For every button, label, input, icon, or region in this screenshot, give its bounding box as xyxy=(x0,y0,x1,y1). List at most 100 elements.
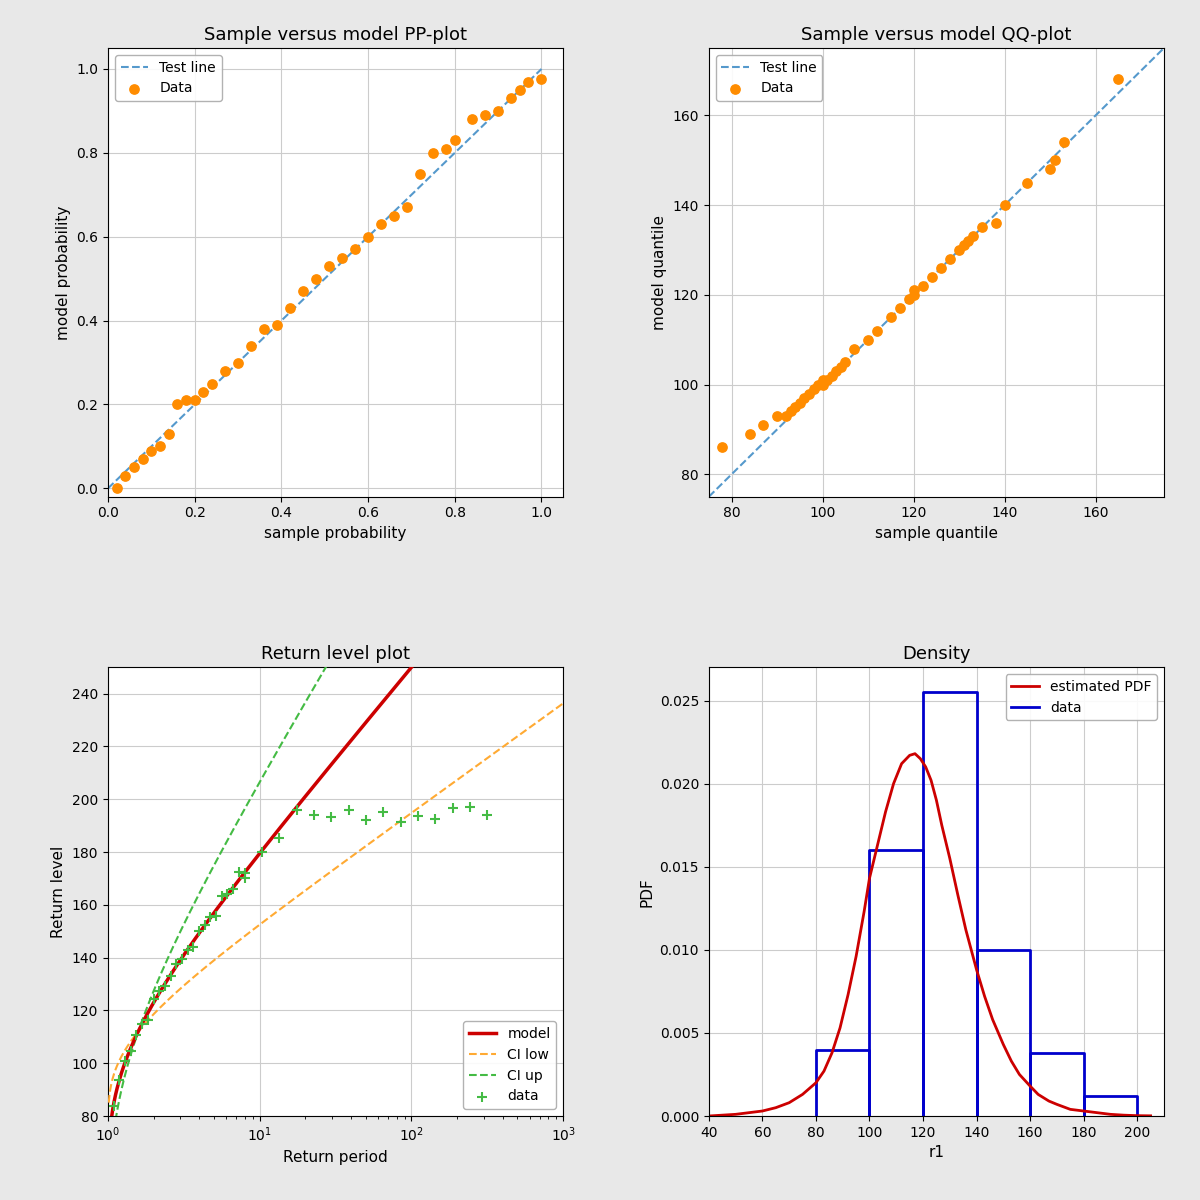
estimated PDF xyxy=(817,1064,832,1079)
estimated PDF xyxy=(978,989,992,1003)
model xyxy=(556,478,570,492)
data xyxy=(391,812,410,832)
Data xyxy=(799,384,818,403)
estimated PDF xyxy=(1004,1054,1019,1068)
Data xyxy=(913,276,932,295)
estimated PDF xyxy=(796,1087,810,1102)
Data xyxy=(809,374,828,394)
Data xyxy=(1109,70,1128,89)
Data xyxy=(133,449,152,468)
Data xyxy=(904,281,923,300)
Data xyxy=(384,206,403,226)
Data xyxy=(168,395,187,414)
Legend: estimated PDF, data: estimated PDF, data xyxy=(1006,674,1157,720)
model xyxy=(370,703,384,718)
estimated PDF xyxy=(833,1021,847,1036)
Data xyxy=(827,361,846,380)
X-axis label: sample probability: sample probability xyxy=(264,526,407,541)
data xyxy=(109,1070,128,1090)
Data xyxy=(822,366,841,385)
estimated PDF xyxy=(782,1096,797,1110)
CI low xyxy=(307,877,322,892)
model xyxy=(404,660,419,674)
Data xyxy=(794,389,814,408)
Data xyxy=(445,131,464,150)
data xyxy=(184,937,203,956)
Data xyxy=(964,227,983,246)
estimated PDF xyxy=(996,1037,1010,1051)
estimated PDF xyxy=(950,888,965,902)
estimated PDF xyxy=(702,1109,716,1123)
Data xyxy=(954,236,973,256)
estimated PDF xyxy=(907,746,922,761)
estimated PDF xyxy=(935,818,949,833)
estimated PDF xyxy=(924,773,938,787)
Line: model: model xyxy=(109,485,563,1150)
Data xyxy=(319,257,338,276)
data xyxy=(200,907,220,926)
estimated PDF xyxy=(1117,1108,1132,1122)
Data xyxy=(268,316,287,335)
Data xyxy=(868,322,887,341)
estimated PDF xyxy=(1042,1094,1056,1109)
estimated PDF xyxy=(878,805,893,820)
Data xyxy=(786,397,805,416)
Data xyxy=(817,371,836,390)
estimated PDF xyxy=(755,1104,769,1118)
Line: estimated PDF: estimated PDF xyxy=(709,754,1151,1116)
X-axis label: sample quantile: sample quantile xyxy=(875,526,998,541)
data xyxy=(461,797,480,816)
data xyxy=(161,966,180,985)
Data xyxy=(510,80,529,100)
Data xyxy=(890,299,910,318)
Data xyxy=(306,269,325,288)
Data xyxy=(972,218,991,238)
estimated PDF xyxy=(848,949,863,964)
Data xyxy=(923,268,942,287)
estimated PDF xyxy=(1144,1109,1158,1123)
Data xyxy=(776,407,796,426)
data xyxy=(132,1014,151,1033)
Y-axis label: model probability: model probability xyxy=(55,205,71,340)
data xyxy=(206,906,226,925)
Data xyxy=(931,258,950,277)
CI up xyxy=(370,574,384,588)
estimated PDF xyxy=(1103,1108,1117,1122)
estimated PDF xyxy=(894,756,908,770)
Data xyxy=(959,232,978,251)
Data xyxy=(532,70,551,89)
estimated PDF xyxy=(1076,1104,1091,1118)
data xyxy=(356,811,376,830)
Title: Sample versus model QQ-plot: Sample versus model QQ-plot xyxy=(802,25,1072,43)
CI up xyxy=(556,258,570,272)
Data xyxy=(437,139,456,158)
estimated PDF xyxy=(824,1045,839,1060)
Data xyxy=(397,198,416,217)
model xyxy=(307,779,322,793)
Data xyxy=(814,374,833,394)
data xyxy=(229,863,248,882)
data xyxy=(127,1026,146,1045)
Data xyxy=(804,379,823,398)
model xyxy=(218,890,233,905)
CI up xyxy=(444,448,458,462)
data xyxy=(144,989,163,1008)
data xyxy=(138,1010,157,1030)
data xyxy=(373,802,392,821)
Data xyxy=(502,89,521,108)
X-axis label: Return period: Return period xyxy=(283,1150,388,1165)
Data xyxy=(359,227,378,246)
data xyxy=(305,806,324,826)
data xyxy=(478,805,497,824)
Data xyxy=(125,457,144,476)
data xyxy=(338,800,358,820)
Data xyxy=(241,336,260,355)
estimated PDF xyxy=(1130,1109,1145,1123)
data xyxy=(443,798,462,817)
Data xyxy=(150,437,169,456)
Data xyxy=(754,415,773,434)
Data xyxy=(107,479,126,498)
CI up xyxy=(218,838,233,852)
estimated PDF xyxy=(1050,1097,1064,1111)
Data xyxy=(254,319,274,338)
